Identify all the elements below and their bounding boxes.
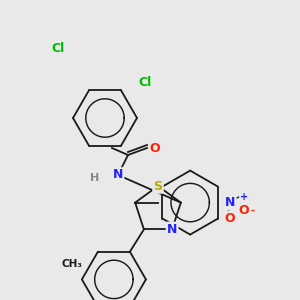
Text: Cl: Cl xyxy=(138,76,152,88)
Text: -: - xyxy=(250,206,254,216)
Text: N: N xyxy=(225,196,236,209)
Text: Cl: Cl xyxy=(51,41,64,55)
Text: O: O xyxy=(150,142,160,154)
Text: N: N xyxy=(113,169,123,182)
Text: H: H xyxy=(90,173,100,183)
Text: O: O xyxy=(239,204,250,217)
Text: CH₃: CH₃ xyxy=(61,260,82,269)
Text: +: + xyxy=(240,192,248,202)
Text: O: O xyxy=(225,212,236,225)
Text: S: S xyxy=(154,179,163,193)
Text: N: N xyxy=(167,223,177,236)
